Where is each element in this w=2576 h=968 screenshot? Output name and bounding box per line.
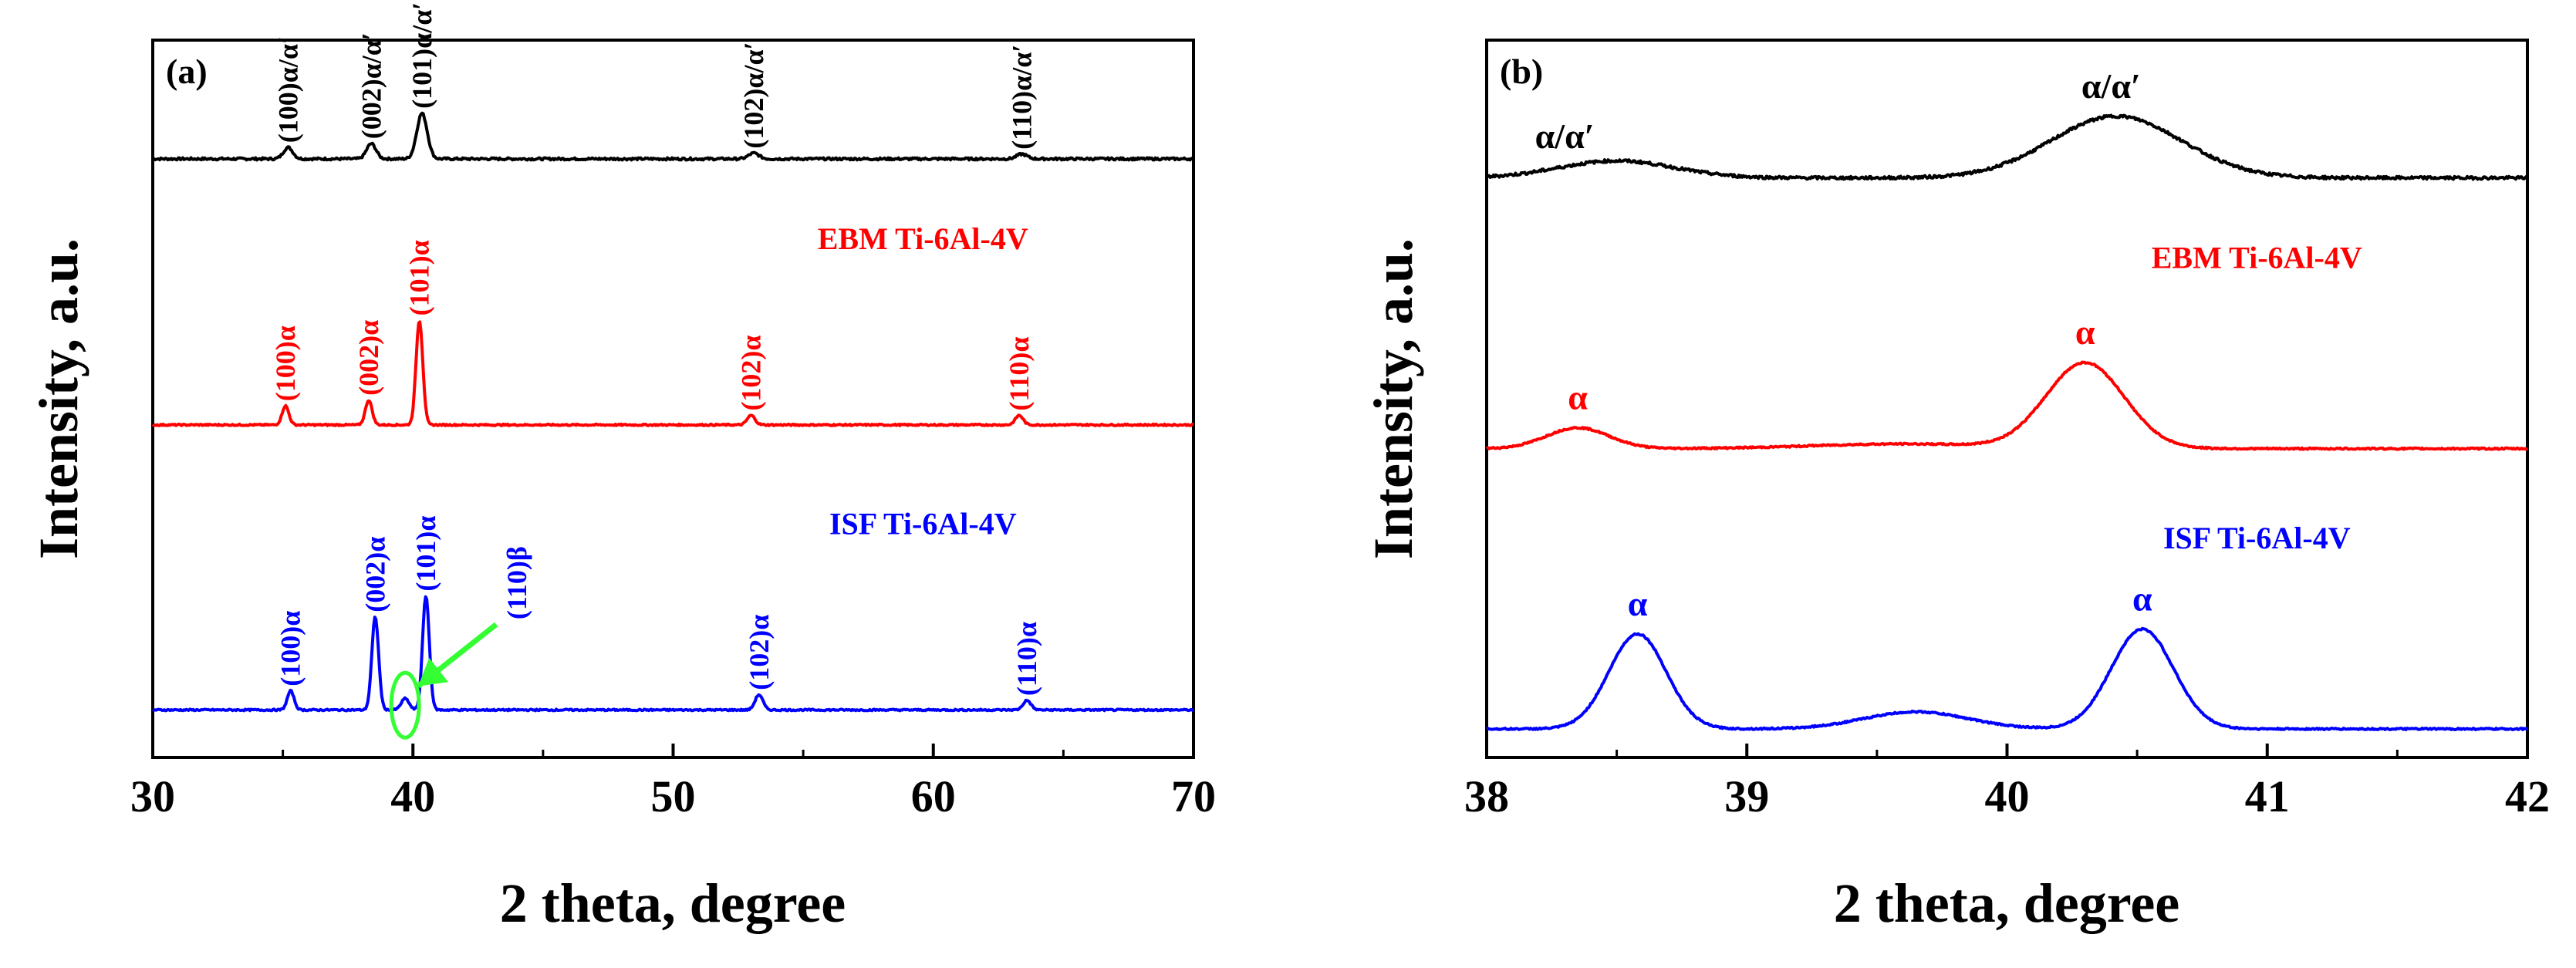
series-line-slm xyxy=(152,111,1194,162)
x-tick-label: 40 xyxy=(390,771,435,821)
panel-a-xlabel: 2 theta, degree xyxy=(500,872,846,934)
panel-b-ticks: 38 39 40 41 42 xyxy=(1464,744,2550,821)
peak-label: (100)α xyxy=(275,611,306,686)
x-tick-label: 40 xyxy=(1985,771,2030,821)
peak-label: (101)α/α′ xyxy=(407,2,437,109)
x-tick-label: 50 xyxy=(651,771,696,821)
panel-a: (a) 2 theta, degree Intensity, a.u. 30 40… xyxy=(28,2,1216,934)
panel-b: (b) 2 theta, degree Intensity, a.u. 38 39… xyxy=(1362,0,2550,934)
peak-label: α xyxy=(2132,579,2152,619)
x-tick-label: 60 xyxy=(911,771,956,821)
peak-label: (102)α xyxy=(736,335,767,410)
peak-label: (100)α xyxy=(270,325,301,401)
x-tick-label: 39 xyxy=(1724,771,1769,821)
x-tick-label: 38 xyxy=(1464,771,1509,821)
series-line-isf xyxy=(152,595,1195,713)
peak-label: (110)α xyxy=(1004,336,1035,410)
x-tick-label: 41 xyxy=(2245,771,2290,821)
panel-b-peak-labels: SLM Ti-6Al-4V α/α′ α/α′ EBM Ti-6Al-4V α α ISF … xyxy=(1535,0,2362,623)
peak-label: (101)α xyxy=(404,240,435,315)
panel-b-label: (b) xyxy=(1500,52,1543,91)
panel-b-xlabel: 2 theta, degree xyxy=(1834,872,2180,934)
series-name-slm: SLM Ti-6Al-4V xyxy=(2153,0,2361,5)
peak-label: (110)α xyxy=(1011,622,1042,696)
series-name-isf: ISF Ti-6Al-4V xyxy=(829,507,1017,541)
peak-label: (110)α/α′ xyxy=(1006,45,1037,150)
series-name-ebm: EBM Ti-6Al-4V xyxy=(2152,241,2362,275)
peak-label: (002)α xyxy=(360,537,390,612)
peak-label: (100)α/α′ xyxy=(272,36,303,143)
peak-label: (102)α/α′ xyxy=(738,42,769,148)
x-tick-label: 42 xyxy=(2505,771,2550,821)
beta-peak-ellipse xyxy=(389,670,421,740)
panel-a-label: (a) xyxy=(166,52,208,91)
series-line-isf xyxy=(1486,626,2529,731)
peak-label: α xyxy=(1568,378,1588,417)
panel-b-ylabel: Intensity, a.u. xyxy=(1362,238,1424,559)
x-tick-label: 30 xyxy=(130,771,175,821)
panel-a-series xyxy=(151,111,1195,713)
series-line-ebm xyxy=(151,320,1194,427)
panel-a-ticks: 30 40 50 60 70 xyxy=(130,744,1216,821)
peak-label: (002)α xyxy=(353,320,384,396)
peak-label: (002)α/α′ xyxy=(356,32,387,139)
peak-label: (102)α xyxy=(744,615,775,690)
series-name-ebm: EBM Ti-6Al-4V xyxy=(818,221,1028,256)
series-name-isf: ISF Ti-6Al-4V xyxy=(2163,521,2351,555)
x-tick-label: 70 xyxy=(1171,771,1216,821)
peak-label: (110)β xyxy=(501,546,532,619)
panel-a-peak-labels: SLM Ti-6Al-4V(100)α/α′(002)α/α′(101)α/α′… xyxy=(270,2,1042,696)
peak-label: α/α′ xyxy=(2081,66,2141,106)
series-line-slm xyxy=(1485,113,2529,181)
beta-peak-arrow-head xyxy=(417,657,449,686)
peak-label: (101)α xyxy=(410,516,441,592)
series-line-ebm xyxy=(1485,360,2529,451)
peak-label: α xyxy=(2075,312,2095,352)
panel-b-series xyxy=(1485,113,2529,731)
panel-a-ylabel: Intensity, a.u. xyxy=(28,238,89,559)
peak-label: α xyxy=(1628,584,1648,623)
peak-label: α/α′ xyxy=(1535,116,1595,156)
panel-b-frame xyxy=(1485,39,2529,759)
panel-a-annotations xyxy=(389,622,498,740)
